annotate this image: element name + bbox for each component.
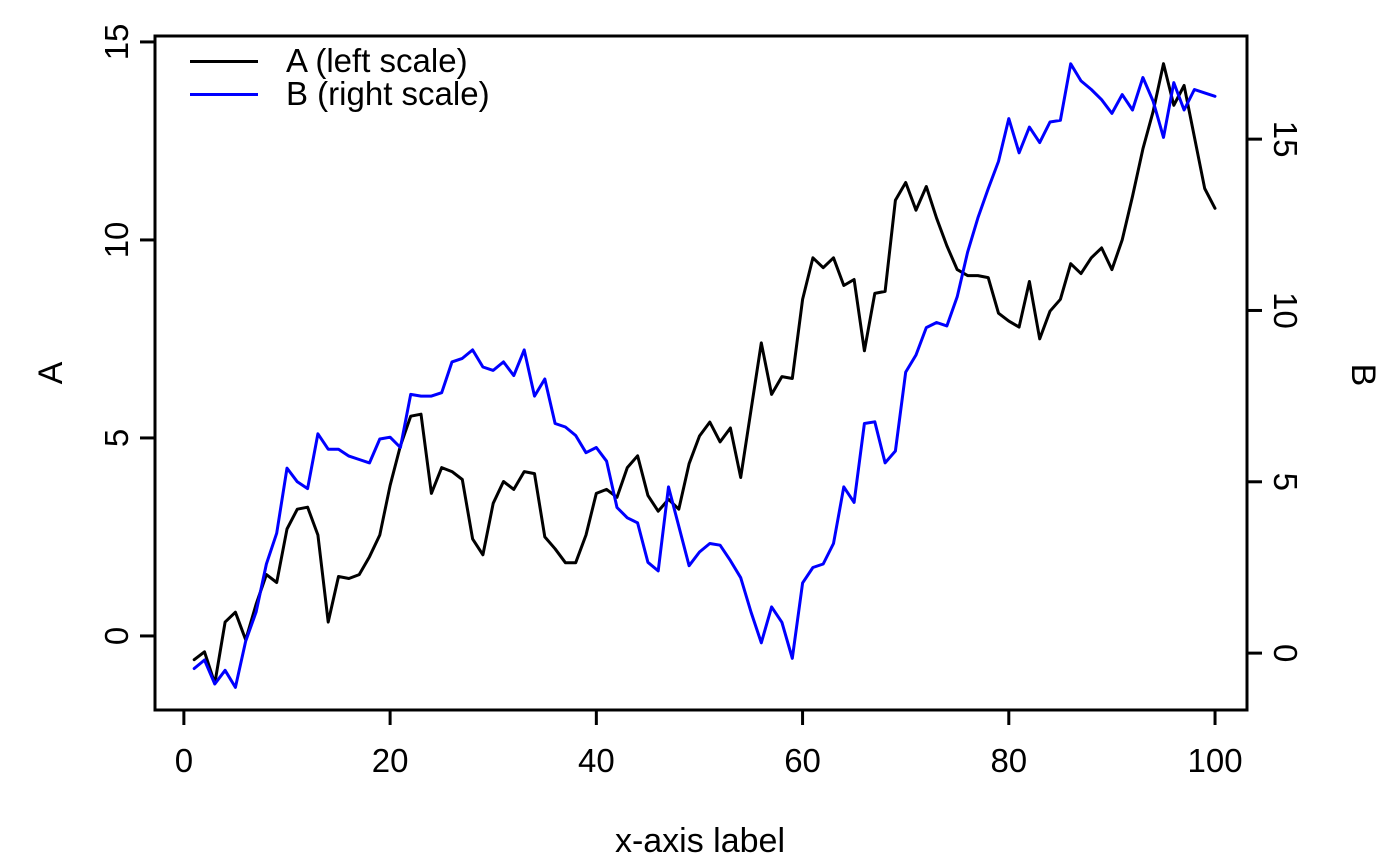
right-y-axis-title: B (1344, 364, 1382, 387)
axis-ticks: 0 20 40 60 80 100 0 5 10 15 0 5 10 15 (98, 24, 1304, 779)
right-y-axis-tick-label: 0 (1267, 644, 1304, 662)
left-y-axis-tick-label: 5 (98, 429, 135, 447)
legend-label-series-a: A (left scale) (286, 42, 468, 79)
right-y-axis-tick-label: 10 (1267, 292, 1304, 329)
x-axis-title: x-axis label (615, 822, 785, 860)
legend: A (left scale) B (right scale) (190, 42, 490, 112)
right-y-axis-tick-label: 5 (1267, 473, 1304, 491)
plot-box (153, 34, 1249, 712)
right-y-axis-tick-label: 15 (1267, 121, 1304, 158)
x-axis-tick-label: 40 (578, 742, 615, 779)
left-y-axis-tick-label: 15 (98, 24, 135, 61)
x-axis-tick-label: 80 (990, 742, 1027, 779)
series-lines (192, 62, 1217, 689)
x-axis-tick-label: 100 (1188, 742, 1243, 779)
left-y-axis-tick-label: 10 (98, 222, 135, 259)
left-y-axis-title: A (32, 361, 70, 384)
x-axis-tick-label: 20 (372, 742, 409, 779)
series-b-line (192, 62, 1217, 689)
series-a-line (192, 62, 1217, 685)
x-axis-tick-label: 0 (175, 742, 193, 779)
legend-label-series-b: B (right scale) (286, 75, 490, 112)
x-axis-tick-label: 60 (784, 742, 821, 779)
left-y-axis-tick-label: 0 (98, 627, 135, 645)
